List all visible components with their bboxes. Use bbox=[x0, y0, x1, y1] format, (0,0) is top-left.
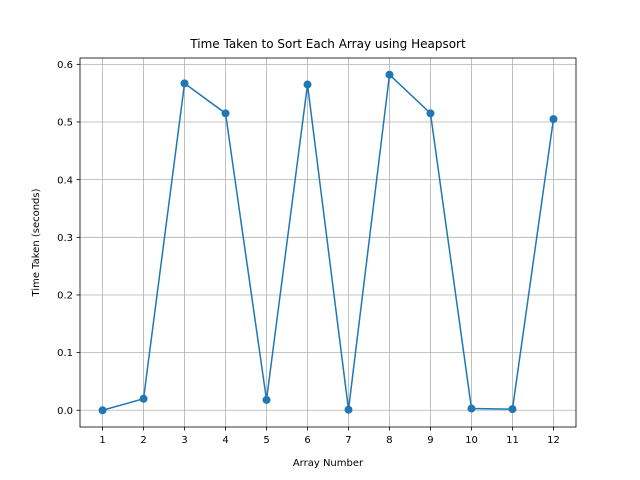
y-axis-label: Time Taken (seconds) bbox=[31, 188, 42, 297]
series-layer bbox=[98, 70, 558, 415]
x-tick-label: 6 bbox=[304, 435, 310, 446]
data-point bbox=[467, 404, 476, 413]
x-tick-label: 3 bbox=[181, 435, 187, 446]
y-tick-label: 0.4 bbox=[57, 175, 73, 186]
series-line bbox=[102, 73, 555, 412]
x-tick-label: 8 bbox=[386, 435, 392, 446]
x-tick-label: 11 bbox=[506, 435, 519, 446]
x-axis-label: Array Number bbox=[293, 458, 364, 469]
x-tick-label: 1 bbox=[99, 435, 105, 446]
data-point bbox=[221, 109, 230, 118]
y-tick-label: 0.5 bbox=[57, 118, 73, 129]
chart-title: Time Taken to Sort Each Array using Heap… bbox=[189, 37, 466, 51]
data-point bbox=[262, 395, 271, 404]
data-point bbox=[385, 70, 394, 79]
x-tick-label: 9 bbox=[427, 435, 433, 446]
data-point bbox=[180, 79, 189, 88]
y-tick-label: 0.2 bbox=[57, 291, 73, 302]
data-point bbox=[98, 406, 107, 415]
y-tick-label: 0.6 bbox=[57, 60, 73, 71]
data-point bbox=[303, 80, 312, 89]
x-tick-label: 2 bbox=[140, 435, 146, 446]
data-point bbox=[344, 405, 353, 414]
data-point bbox=[426, 109, 435, 118]
x-tick-label: 5 bbox=[263, 435, 269, 446]
x-tick-label: 10 bbox=[465, 435, 478, 446]
data-point bbox=[549, 115, 558, 124]
x-tick-label: 4 bbox=[222, 435, 228, 446]
plot-frame bbox=[79, 57, 577, 428]
x-tick-label: 7 bbox=[345, 435, 351, 446]
y-tick-label: 0.0 bbox=[57, 406, 73, 417]
y-tick-label: 0.3 bbox=[57, 233, 73, 244]
x-tick-label: 12 bbox=[547, 435, 560, 446]
data-point bbox=[139, 394, 148, 403]
data-point bbox=[508, 405, 517, 414]
ticks: 1 2 3 4 5 6 7 8 9 10 11 120.00.10.20.30.40.50.6 bbox=[57, 60, 560, 446]
y-tick-label: 0.1 bbox=[57, 348, 73, 359]
